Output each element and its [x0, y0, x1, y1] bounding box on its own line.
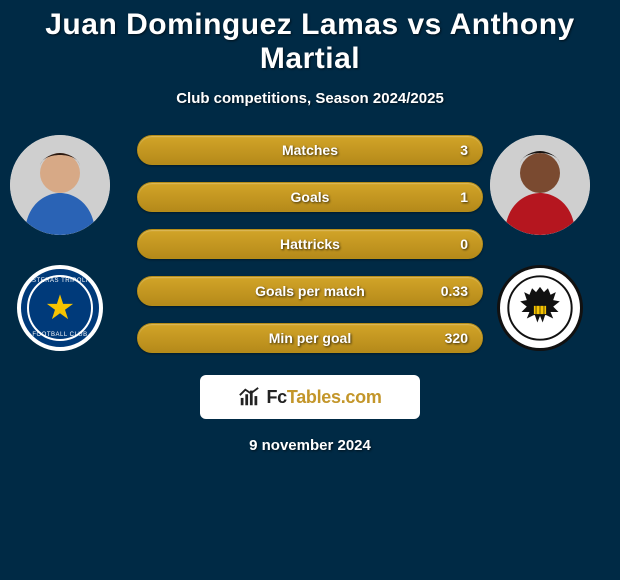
- stat-label: Hattricks: [280, 236, 340, 252]
- branding-prefix: Fc: [266, 387, 286, 407]
- stat-right-value: 1: [460, 183, 468, 211]
- stat-label: Min per goal: [269, 330, 351, 346]
- club-left-label-top: ASTERAS TRIPOLIS: [21, 278, 99, 284]
- stat-right-value: 320: [445, 324, 468, 352]
- stat-label: Matches: [282, 142, 338, 158]
- club-left-label-bottom: FOOTBALL CLUB: [21, 332, 99, 338]
- stat-right-value: 3: [460, 136, 468, 164]
- player-right-avatar: [490, 135, 590, 235]
- stat-pill: Matches 3: [137, 135, 483, 165]
- stat-pill-list: Matches 3 Goals 1 Hattricks 0 Goals per match 0…: [137, 135, 483, 353]
- stat-right-value: 0.33: [441, 277, 468, 305]
- player-right-column: [490, 135, 590, 351]
- comparison-panel: ASTERAS TRIPOLIS ★ FOOTBALL CLUB: [0, 135, 620, 353]
- stat-pill: Min per goal 320: [137, 323, 483, 353]
- page-title: Juan Dominguez Lamas vs Anthony Martial: [0, 0, 620, 76]
- branding-suffix: Tables.com: [287, 387, 382, 407]
- stat-right-value: 0: [460, 230, 468, 258]
- stat-pill: Goals 1: [137, 182, 483, 212]
- player-left-column: ASTERAS TRIPOLIS ★ FOOTBALL CLUB: [10, 135, 110, 351]
- stat-label: Goals per match: [255, 283, 365, 299]
- branding-logo: FcTables.com: [200, 375, 420, 419]
- chart-icon: [238, 386, 260, 408]
- date-label: 9 november 2024: [0, 437, 620, 454]
- player-left-avatar: [10, 135, 110, 235]
- stat-pill: Hattricks 0: [137, 229, 483, 259]
- club-left-badge: ASTERAS TRIPOLIS ★ FOOTBALL CLUB: [17, 265, 103, 351]
- stat-label: Goals: [291, 189, 330, 205]
- stat-pill: Goals per match 0.33: [137, 276, 483, 306]
- subtitle: Club competitions, Season 2024/2025: [0, 90, 620, 107]
- club-right-badge: [497, 265, 583, 351]
